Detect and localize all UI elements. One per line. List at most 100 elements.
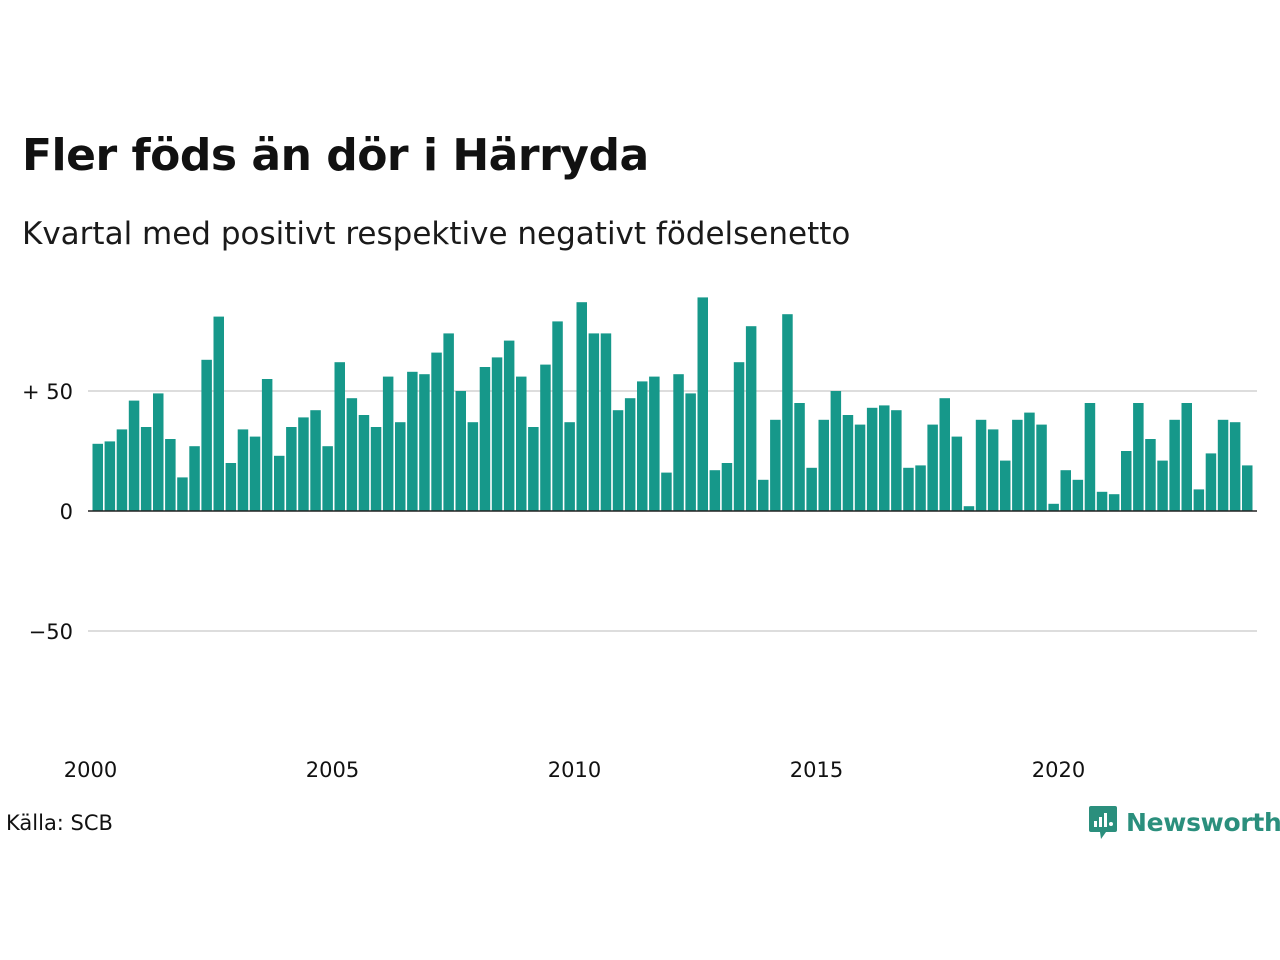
y-tick-label: 0 (60, 500, 73, 524)
bar (915, 465, 926, 511)
bar (673, 374, 684, 511)
gridlines (88, 390, 1257, 632)
bar (1036, 424, 1047, 511)
bar (939, 398, 950, 511)
bar (1169, 419, 1180, 511)
bar (987, 429, 999, 511)
bar (624, 398, 636, 511)
bar (516, 376, 527, 511)
bar (1193, 489, 1205, 511)
bar (92, 443, 103, 511)
bar (685, 393, 696, 511)
bar (1242, 465, 1253, 511)
bar (866, 407, 878, 511)
bar (806, 467, 817, 511)
bar (745, 326, 757, 511)
bar (370, 427, 382, 511)
y-tick-label: −50 (29, 620, 73, 644)
bar (709, 470, 721, 511)
axes: + 50 0 −50 2000 2005 2010 2015 2020 (22, 380, 1257, 782)
bar (1133, 403, 1144, 511)
bar (358, 415, 370, 511)
bar (443, 333, 454, 511)
bar (491, 357, 503, 511)
bars (92, 297, 1253, 511)
bar (951, 436, 963, 511)
bar (697, 297, 708, 511)
bar-chart: + 50 0 −50 2000 2005 2010 2015 2020 (22, 297, 1257, 782)
bar (1157, 460, 1168, 511)
bar (649, 376, 660, 511)
bar (1060, 470, 1071, 511)
bar (1084, 403, 1096, 511)
x-tick-label: 2015 (790, 758, 843, 782)
bar (310, 410, 321, 511)
bar (467, 422, 479, 511)
bar (395, 422, 406, 511)
bar (1024, 412, 1035, 511)
bar (637, 381, 648, 511)
bar (1096, 491, 1108, 511)
bar (431, 352, 442, 511)
x-tick-label: 2005 (306, 758, 359, 782)
bar (419, 374, 430, 511)
bar (298, 417, 309, 511)
bar (903, 467, 914, 511)
bar (382, 376, 394, 511)
bar (116, 429, 128, 511)
bar (1012, 419, 1023, 511)
bar (830, 391, 842, 511)
bar (576, 302, 587, 511)
bar (1181, 403, 1192, 511)
bar (225, 463, 237, 511)
bar (274, 455, 285, 511)
bar (1048, 503, 1059, 511)
newsworthy-logo-icon (1089, 806, 1117, 839)
bar (600, 333, 612, 511)
bar (189, 446, 200, 511)
bar (1108, 494, 1120, 511)
bar (1072, 479, 1084, 511)
bar (128, 400, 140, 511)
chart-title: Fler föds än dör i Härryda (22, 130, 649, 181)
bar (891, 410, 902, 511)
bar (721, 463, 733, 511)
bar (334, 362, 345, 511)
y-tick-label: + 50 (22, 380, 73, 404)
bar (1121, 451, 1132, 511)
bar (540, 364, 551, 511)
bar (1229, 422, 1241, 511)
newsworthy-logo-text: Newsworthy (1126, 807, 1280, 837)
chart-subtitle: Kvartal med positivt respektive negativt… (22, 216, 851, 252)
bar (346, 398, 358, 511)
bar (842, 415, 854, 511)
bar (1145, 439, 1156, 511)
bar (782, 314, 793, 511)
bar (963, 506, 975, 511)
bar (927, 424, 938, 511)
bar (407, 371, 418, 511)
bar (213, 316, 224, 511)
bar (503, 340, 515, 511)
bar (1205, 453, 1217, 511)
bar (552, 321, 563, 511)
bar (854, 424, 866, 511)
bar (479, 367, 491, 511)
bar (794, 403, 805, 511)
bar (733, 362, 745, 511)
bar (249, 436, 261, 511)
newsworthy-logo: Newsworthy (1088, 804, 1280, 840)
bar (286, 427, 297, 511)
bar (661, 472, 672, 511)
bar (588, 333, 600, 511)
bar (140, 427, 152, 511)
bar (1217, 419, 1229, 511)
bar (879, 405, 890, 511)
bar (975, 419, 987, 511)
x-tick-label: 2020 (1032, 758, 1085, 782)
bar (104, 441, 116, 511)
x-tick-label: 2010 (548, 758, 601, 782)
bar (564, 422, 575, 511)
bar (1000, 460, 1011, 511)
x-tick-label: 2000 (64, 758, 117, 782)
